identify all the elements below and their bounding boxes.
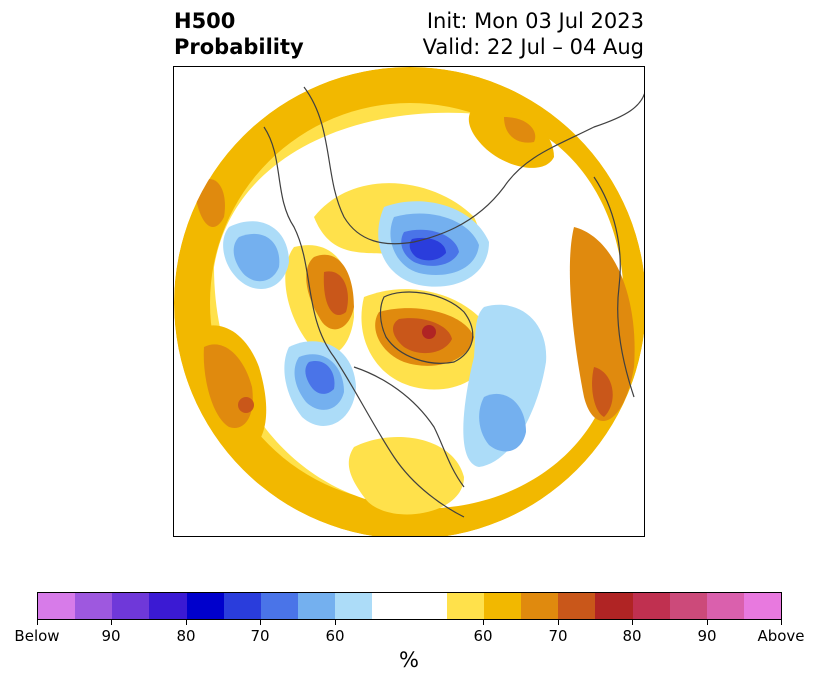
colorbar-swatch [483, 593, 522, 619]
colorbar-tick-label: Below [14, 627, 60, 645]
forecast-dates: Init: Mon 03 Jul 2023 Valid: 22 Jul – 04… [423, 8, 644, 60]
colorbar-tick [111, 620, 112, 625]
colorbar-swatch [335, 593, 373, 619]
colorbar-tick-label: 90 [101, 627, 121, 645]
colorbar-tick [558, 620, 559, 625]
colorbar-tick [483, 620, 484, 625]
colorbar-tick [707, 620, 708, 625]
colorbar-swatch [260, 593, 299, 619]
colorbar-swatch [595, 593, 633, 619]
colorbar-unit: % [399, 648, 419, 672]
colorbar-tick-label: 80 [622, 627, 642, 645]
colorbar-swatch [632, 593, 670, 619]
colorbar-swatch [112, 593, 150, 619]
colorbar-swatch [372, 593, 410, 619]
probability-map [173, 66, 645, 537]
coastlines [263, 86, 644, 518]
colorbar-tick-label: 70 [250, 627, 270, 645]
colorbar-tick [632, 620, 633, 625]
map-title: H500 Probability [174, 8, 304, 60]
title-line-1: H500 [174, 9, 236, 33]
colorbar-tick-label: Above [757, 627, 805, 645]
init-date: Init: Mon 03 Jul 2023 [426, 9, 644, 33]
colorbar [37, 592, 782, 620]
colorbar-swatch [446, 593, 484, 619]
colorbar-tick-label: 80 [176, 627, 196, 645]
colorbar-swatch [38, 593, 76, 619]
colorbar-tick [781, 620, 782, 625]
colorbar-swatch [706, 593, 744, 619]
colorbar-swatch [669, 593, 707, 619]
colorbar-swatch [409, 593, 447, 619]
colorbar-swatch [75, 593, 113, 619]
colorbar-swatch [223, 593, 261, 619]
valid-date-range: Valid: 22 Jul – 04 Aug [422, 35, 644, 59]
colorbar-swatch [298, 593, 336, 619]
colorbar-tick [335, 620, 336, 625]
colorbar-tick-label: 60 [473, 627, 493, 645]
colorbar-swatch [558, 593, 596, 619]
colorbar-tick-label: 60 [325, 627, 345, 645]
colorbar-swatch [149, 593, 187, 619]
colorbar-tick [260, 620, 261, 625]
probability-fill [174, 67, 644, 536]
colorbar-swatch [186, 593, 224, 619]
colorbar-tick-label: 70 [548, 627, 568, 645]
colorbar-tick [186, 620, 187, 625]
colorbar-swatch [743, 593, 782, 619]
colorbar-tick [37, 620, 38, 625]
colorbar-swatch [521, 593, 559, 619]
title-line-2: Probability [174, 35, 304, 59]
colorbar-tick-label: 90 [697, 627, 717, 645]
